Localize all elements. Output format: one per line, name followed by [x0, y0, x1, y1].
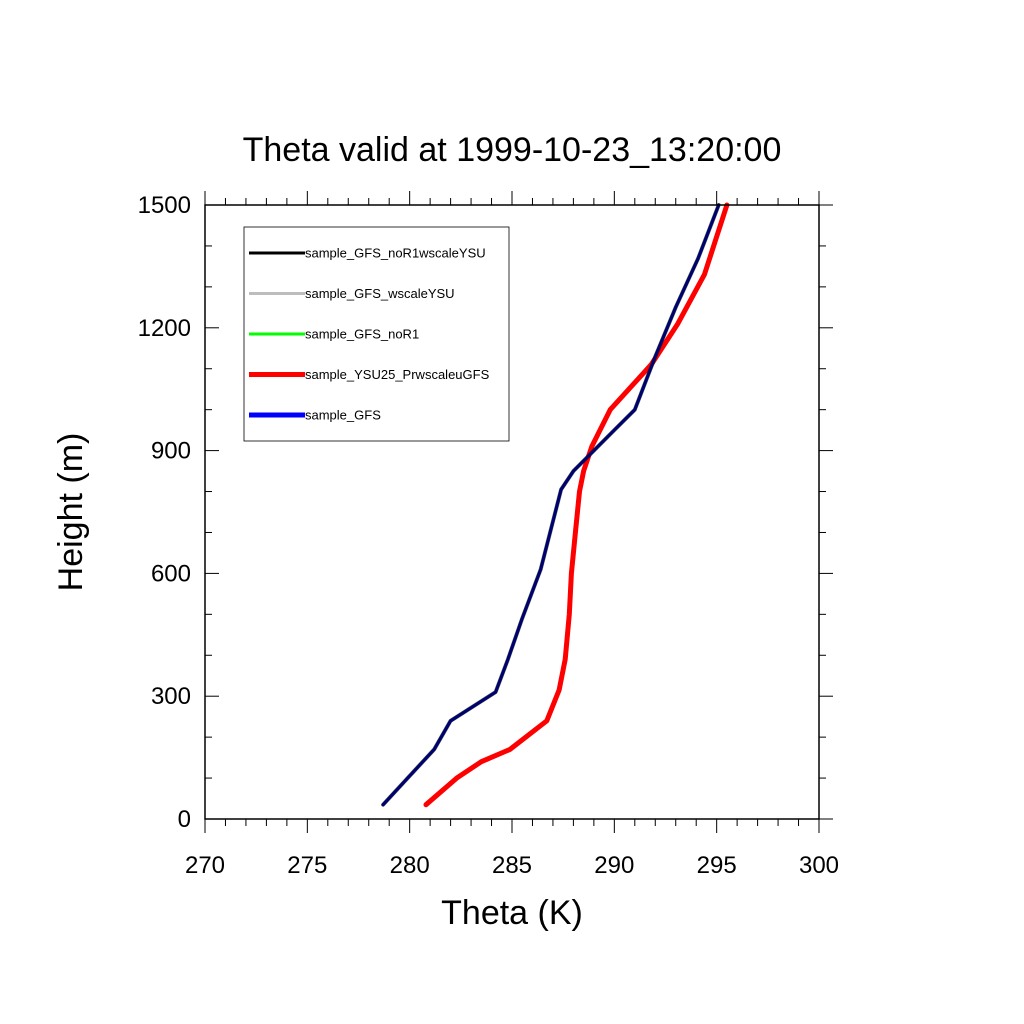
- y-tick-label: 0: [178, 806, 191, 833]
- legend-label: sample_GFS: [305, 408, 381, 423]
- x-tick-label: 290: [594, 852, 634, 879]
- legend: sample_GFS_noR1wscaleYSU sample_GFS_wscal…: [243, 226, 510, 442]
- legend-label: sample_GFS_wscaleYSU: [305, 286, 455, 301]
- x-tick-label: 275: [287, 852, 327, 879]
- y-tick-label: 1500: [138, 192, 191, 219]
- legend-label: sample_GFS_noR1wscaleYSU: [305, 246, 486, 261]
- plot-series: [381, 202, 730, 808]
- plot-frame: [204, 204, 820, 820]
- legend-label: sample_YSU25_PrwscaleuGFS: [305, 367, 490, 382]
- y-axis-label: Height (m): [52, 433, 90, 592]
- y-tick-label: 300: [151, 683, 191, 710]
- x-tick-label: 300: [799, 852, 839, 879]
- y-tick-label: 900: [151, 438, 191, 465]
- series-overlay-line: [381, 203, 721, 807]
- x-tick-label: 295: [697, 852, 737, 879]
- y-tick-label: 1200: [138, 315, 191, 342]
- chart-title: Theta valid at 1999-10-23_13:20:00: [243, 131, 782, 169]
- x-axis-label: Theta (K): [441, 894, 583, 932]
- x-tick-label: 280: [390, 852, 430, 879]
- y-tick-label: 600: [151, 560, 191, 587]
- legend-label: sample_GFS_noR1: [305, 327, 419, 342]
- x-tick-label: 270: [185, 852, 225, 879]
- ticks: 270 275 280 285 290 295 300 0 300 600 900 1200 1500: [138, 191, 839, 879]
- x-tick-label: 285: [492, 852, 532, 879]
